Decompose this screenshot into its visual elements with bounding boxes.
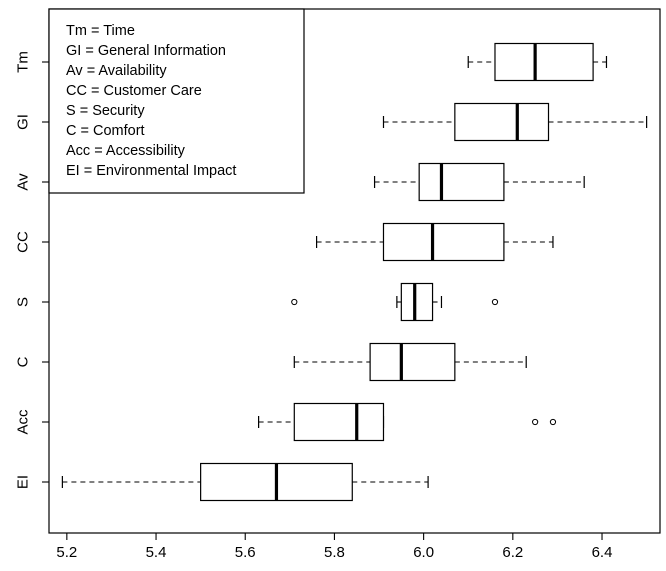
- x-tick-label: 5.6: [235, 544, 256, 561]
- y-tick-label: CC: [15, 231, 32, 253]
- box-cc: [315, 222, 554, 262]
- legend-entry: C = Comfort: [66, 123, 145, 139]
- outlier-point: [291, 298, 298, 306]
- outlier-point: [532, 418, 539, 426]
- iqr-box: [494, 42, 594, 82]
- y-tick-label: S: [15, 297, 32, 307]
- box-ei: [61, 462, 429, 502]
- box-acc: [258, 402, 557, 442]
- iqr-box: [382, 222, 505, 262]
- x-tick-label: 5.2: [56, 544, 77, 561]
- iqr-box: [418, 162, 505, 202]
- box-c: [293, 342, 527, 382]
- outlier-point: [491, 298, 499, 306]
- y-tick-label: Tm: [15, 51, 32, 73]
- y-tick-label: Av: [15, 173, 32, 191]
- outlier-point: [549, 418, 557, 426]
- iqr-box: [400, 282, 434, 322]
- legend-entry: S = Security: [66, 103, 145, 119]
- iqr-box: [454, 102, 550, 142]
- legend-entry: Av = Availability: [66, 63, 167, 79]
- y-axis: Tm GI Av CC S C Acc EI: [15, 51, 49, 489]
- y-tick-label: EI: [15, 475, 32, 489]
- box-tm: [467, 42, 608, 82]
- legend-entry: CC = Customer Care: [66, 83, 202, 99]
- y-tick-label: GI: [15, 114, 32, 130]
- y-tick-label: C: [15, 356, 32, 367]
- box-gi: [382, 102, 648, 142]
- x-tick-label: 6.4: [592, 544, 613, 561]
- box-s: [291, 282, 499, 322]
- x-axis: 5.2 5.4 5.6 5.8 6.0 6.2 6.4: [56, 532, 613, 561]
- x-tick-label: 5.4: [146, 544, 167, 561]
- x-tick-label: 6.0: [413, 544, 434, 561]
- iqr-box: [369, 342, 456, 382]
- x-tick-label: 5.8: [324, 544, 345, 561]
- x-tick-label: 6.2: [502, 544, 523, 561]
- iqr-box: [293, 402, 385, 442]
- legend-entry: EI = Environmental Impact: [66, 163, 236, 179]
- box-group: [61, 42, 648, 502]
- legend-box: [48, 8, 305, 194]
- legend-entry: GI = General Information: [66, 43, 226, 59]
- legend: Tm = Time GI = General Information Av = …: [48, 8, 305, 194]
- legend-entry: Acc = Accessibility: [66, 143, 186, 159]
- box-av: [373, 162, 585, 202]
- y-tick-label: Acc: [15, 409, 32, 435]
- legend-entry: Tm = Time: [66, 23, 135, 39]
